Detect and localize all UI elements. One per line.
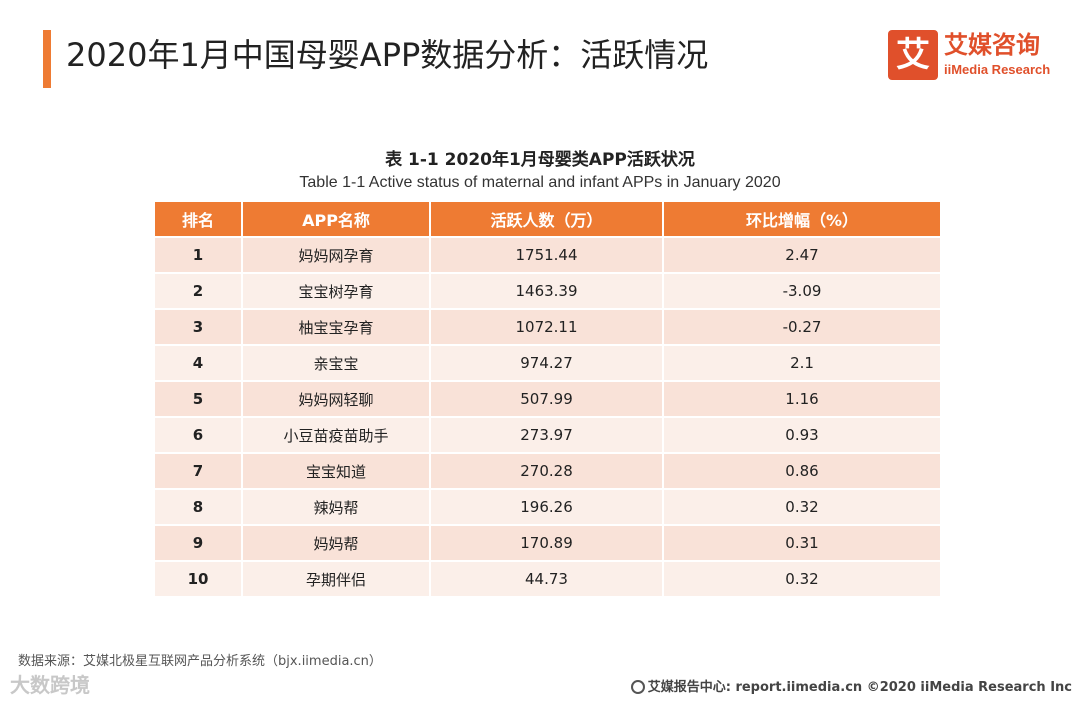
cell-growth: 0.86 [663, 452, 940, 489]
cell-rank: 1 [155, 236, 243, 273]
globe-icon [630, 680, 645, 694]
cell-growth: 0.93 [663, 416, 940, 453]
column-header-app-name: APP名称 [242, 202, 431, 237]
cell-app-name: 宝宝知道 [242, 452, 431, 489]
cell-app-name: 妈妈帮 [242, 524, 431, 561]
table-row: 4 亲宝宝 974.27 2.1 [155, 344, 940, 381]
cell-app-name: 亲宝宝 [242, 344, 431, 381]
cell-active-users: 507.99 [430, 380, 664, 417]
cell-rank: 8 [155, 488, 243, 525]
table-row: 8 辣妈帮 196.26 0.32 [155, 488, 940, 525]
table-row: 5 妈妈网轻聊 507.99 1.16 [155, 380, 940, 417]
cell-growth: -3.09 [663, 272, 940, 309]
column-header-rank: 排名 [155, 202, 243, 237]
cell-rank: 6 [155, 416, 243, 453]
footer-copyright: 艾媒报告中心: report.iimedia.cn ©2020 iiMedia … [630, 678, 1072, 698]
cell-active-users: 1463.39 [430, 272, 664, 309]
cell-growth: 2.47 [663, 236, 940, 273]
cell-active-users: 170.89 [430, 524, 664, 561]
cell-app-name: 妈妈网孕育 [242, 236, 431, 273]
cell-app-name: 宝宝树孕育 [242, 272, 431, 309]
cell-rank: 2 [155, 272, 243, 309]
cell-app-name: 孕期伴侣 [242, 560, 431, 596]
cell-rank: 5 [155, 380, 243, 417]
cell-growth: 0.31 [663, 524, 940, 561]
cell-app-name: 柚宝宝孕育 [242, 308, 431, 345]
table-body: 1 妈妈网孕育 1751.44 2.47 2 宝宝树孕育 1463.39 -3.09 3 柚宝宝孕… [155, 236, 940, 596]
logo-name-en: iiMedia Research [944, 62, 1051, 77]
cell-rank: 7 [155, 452, 243, 489]
table-header-row: 排名 APP名称 活跃人数（万） 环比增幅（%） [155, 202, 940, 237]
cell-active-users: 196.26 [430, 488, 664, 525]
cell-active-users: 273.97 [430, 416, 664, 453]
watermark-text: 大数跨境 [10, 673, 90, 697]
title-accent-bar [43, 30, 51, 88]
data-source-note: 数据来源：艾媒北极星互联网产品分析系统（bjx.iimedia.cn） [18, 654, 382, 669]
table-row: 3 柚宝宝孕育 1072.11 -0.27 [155, 308, 940, 345]
active-status-table: 排名 APP名称 活跃人数（万） 环比增幅（%） 1 妈妈网孕育 1751.44 2.… [155, 202, 940, 596]
footer-copyright-text: 艾媒报告中心: report.iimedia.cn ©2020 iiMedia … [647, 680, 1072, 695]
cell-app-name: 妈妈网轻聊 [242, 380, 431, 417]
cell-app-name: 辣妈帮 [242, 488, 431, 525]
cell-active-users: 974.27 [430, 344, 664, 381]
iimedia-logo: 艾 艾媒咨询 iiMedia Research [888, 30, 1063, 82]
cell-growth: -0.27 [663, 308, 940, 345]
table-row: 1 妈妈网孕育 1751.44 2.47 [155, 236, 940, 273]
cell-rank: 4 [155, 344, 243, 381]
table-row: 9 妈妈帮 170.89 0.31 [155, 524, 940, 561]
cell-rank: 3 [155, 308, 243, 345]
cell-active-users: 44.73 [430, 560, 664, 596]
table-row: 10 孕期伴侣 44.73 0.32 [155, 560, 940, 596]
table-row: 7 宝宝知道 270.28 0.86 [155, 452, 940, 489]
table-row: 6 小豆苗疫苗助手 273.97 0.93 [155, 416, 940, 453]
cell-active-users: 1751.44 [430, 236, 664, 273]
cell-rank: 9 [155, 524, 243, 561]
cell-growth: 0.32 [663, 560, 940, 596]
table-caption-cn: 表 1-1 2020年1月母婴类APP活跃状况 [385, 150, 695, 170]
cell-rank: 10 [155, 560, 243, 596]
column-header-active-users: 活跃人数（万） [430, 202, 664, 237]
cell-app-name: 小豆苗疫苗助手 [242, 416, 431, 453]
page-title: 2020年1月中国母婴APP数据分析：活跃情况 [66, 36, 709, 74]
table-caption-en: Table 1-1 Active status of maternal and … [299, 174, 781, 191]
cell-active-users: 270.28 [430, 452, 664, 489]
logo-name-cn: 艾媒咨询 [944, 31, 1040, 59]
table-row: 2 宝宝树孕育 1463.39 -3.09 [155, 272, 940, 309]
cell-active-users: 1072.11 [430, 308, 664, 345]
cell-growth: 1.16 [663, 380, 940, 417]
logo-mark: 艾 [888, 30, 938, 80]
cell-growth: 0.32 [663, 488, 940, 525]
column-header-growth: 环比增幅（%） [663, 202, 940, 237]
cell-growth: 2.1 [663, 344, 940, 381]
